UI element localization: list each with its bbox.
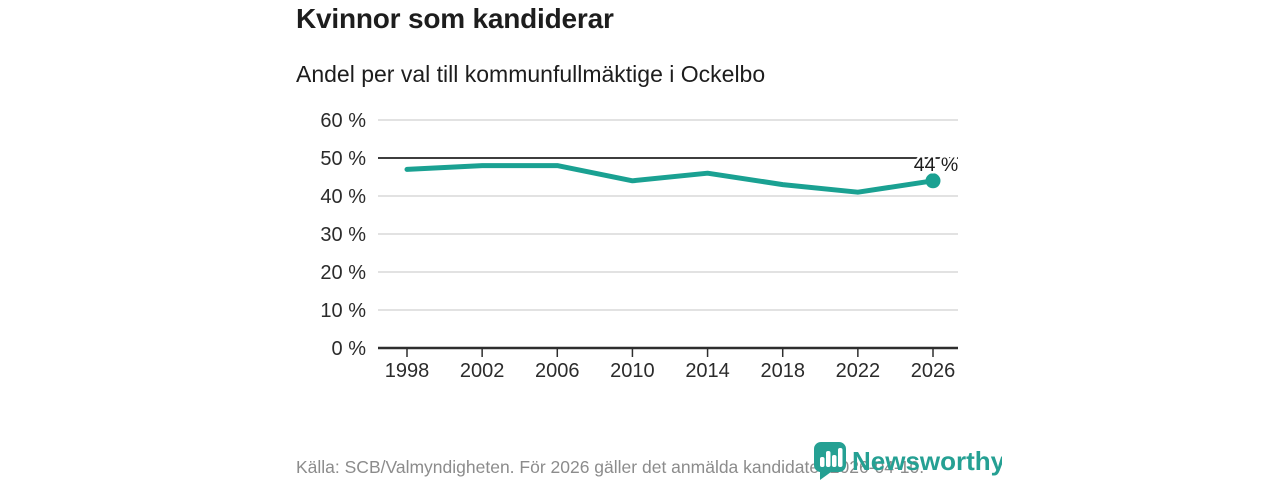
x-tick-label: 2014 — [685, 360, 730, 382]
end-point-dot — [925, 173, 941, 189]
y-tick-label: 50 % — [320, 148, 366, 170]
y-tick-label: 20 % — [320, 262, 366, 284]
data-line — [404, 163, 936, 195]
newsworthy-logo-svg: Newsworthy — [813, 442, 1006, 480]
y-tick-label: 30 % — [320, 224, 366, 246]
x-tick-label: 2018 — [760, 360, 805, 382]
newsworthy-logo-wordmark: Newsworthy — [852, 446, 1002, 476]
y-tick-label: 60 % — [320, 110, 366, 132]
source-note: Källa: SCB/Valmyndigheten. För 2026 gäll… — [296, 457, 925, 477]
x-tick-label: 2006 — [535, 360, 580, 382]
x-tick-label: 1998 — [385, 360, 430, 382]
x-tick-label: 2010 — [610, 360, 655, 382]
y-tick-label: 10 % — [320, 300, 366, 322]
newsworthy-logo: Newsworthy — [812, 440, 1006, 480]
x-tick-label: 2022 — [836, 360, 881, 382]
line-chart: 1998 2002 2006 2010 2014 2018 2022 2026 0 % 10 % 2… — [296, 105, 986, 395]
newsworthy-logo-icon — [813, 442, 846, 480]
end-value-label: 44 % — [914, 154, 958, 176]
x-tick-label: 2026 — [911, 360, 956, 382]
chart-subtitle: Andel per val till kommunfullmäktige i O… — [296, 61, 766, 87]
y-tick-label: 0 % — [332, 338, 367, 360]
x-tick-label: 2002 — [460, 360, 505, 382]
y-tick-label: 40 % — [320, 186, 366, 208]
line-chart-svg: 1998 2002 2006 2010 2014 2018 2022 2026 0 % 10 % 2… — [320, 110, 960, 382]
chart-title: Kvinnor som kandiderar — [296, 3, 614, 34]
